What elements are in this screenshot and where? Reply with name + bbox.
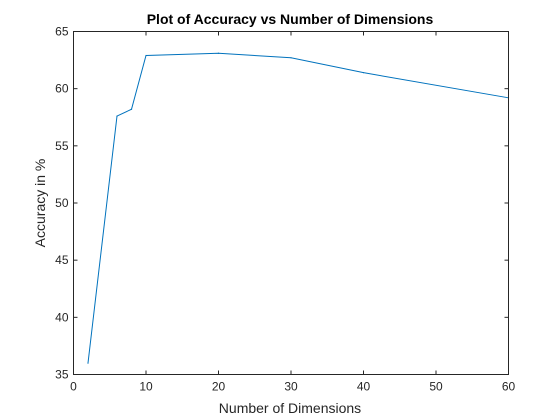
y-tick-label: 50	[55, 196, 69, 210]
y-tick-label: 55	[55, 139, 69, 153]
plot-series	[87, 52, 510, 364]
data-point	[130, 108, 133, 110]
x-tick-label: 30	[284, 380, 298, 394]
plot-area-frame	[73, 31, 509, 375]
data-point	[362, 72, 365, 74]
y-axis-label: Accuracy in %	[32, 159, 48, 248]
data-point	[116, 115, 118, 117]
x-tick-label: 20	[212, 380, 226, 394]
chart-title: Plot of Accuracy vs Number of Dimensions	[147, 11, 434, 27]
x-tick-label: 40	[357, 380, 371, 394]
y-tick-label: 40	[55, 310, 69, 324]
data-point	[145, 54, 147, 57]
x-tick-label: 0	[70, 380, 77, 394]
series-line-1	[87, 52, 509, 364]
x-tick-label: 60	[502, 380, 516, 394]
data-point	[290, 57, 292, 59]
y-tick-label: 35	[55, 368, 69, 382]
x-tick-label: 10	[139, 380, 153, 394]
data-point	[217, 52, 220, 54]
x-tick-label: 50	[429, 380, 443, 394]
axis-ticks: 0 10 20 30 40 50 60 35 40 45 50 55 60 65	[55, 25, 515, 394]
y-tick-label: 45	[55, 253, 69, 267]
y-tick-label: 60	[55, 82, 69, 96]
x-axis-label: Number of Dimensions	[219, 400, 361, 416]
y-tick-label: 65	[55, 25, 69, 39]
data-point	[87, 362, 89, 364]
